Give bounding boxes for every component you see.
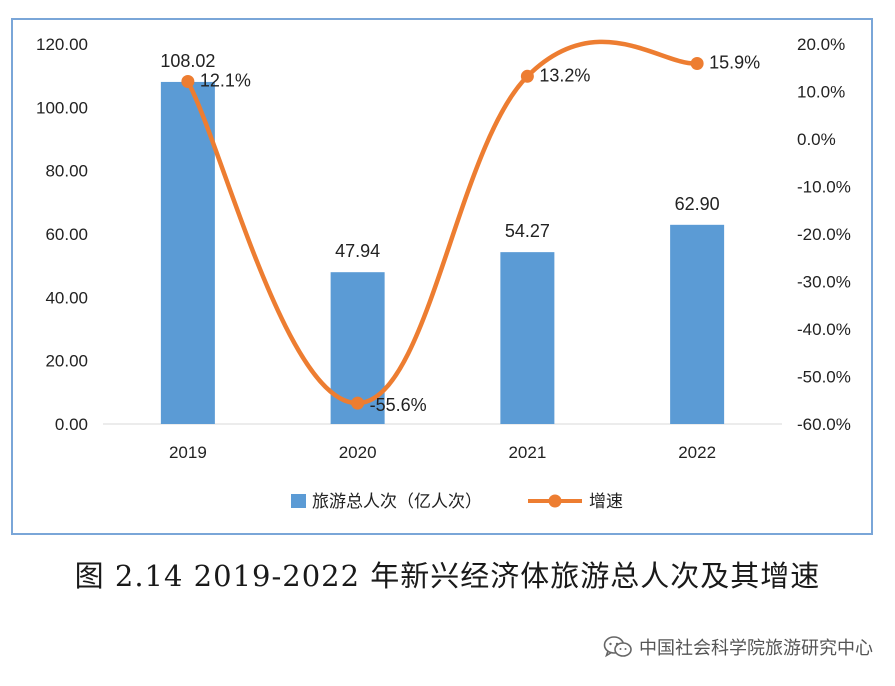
- x-tick-label: 2021: [508, 443, 546, 462]
- right-y-tick-label: 0.0%: [797, 130, 836, 149]
- right-y-tick-label: -10.0%: [797, 178, 851, 197]
- left-y-tick-label: 40.00: [45, 288, 88, 307]
- right-y-tick-label: -40.0%: [797, 320, 851, 339]
- left-y-tick-label: 20.00: [45, 352, 88, 371]
- right-y-tick-label: -60.0%: [797, 415, 851, 434]
- right-y-tick-label: -50.0%: [797, 368, 851, 387]
- chart-frame: [11, 18, 873, 535]
- growth-value-label: 12.1%: [200, 71, 251, 91]
- bar-value-label: 62.90: [675, 194, 720, 214]
- x-tick-label: 2020: [339, 443, 377, 462]
- right-y-tick-label: 10.0%: [797, 83, 845, 102]
- watermark-text: 中国社会科学院旅游研究中心: [639, 638, 873, 659]
- growth-line: [185, 39, 700, 406]
- watermark: 中国社会科学院旅游研究中心: [603, 634, 873, 660]
- left-y-tick-label: 120.00: [36, 35, 88, 54]
- bar-2021: [500, 252, 555, 424]
- combo-chart: 0.00 20.00 40.00 60.00 80.00 100.00 120.00 -60.…: [36, 35, 851, 511]
- bar-2019: [160, 81, 215, 424]
- right-y-tick-label: -20.0%: [797, 225, 851, 244]
- legend-bar-swatch: [291, 494, 306, 508]
- wechat-icon: [603, 636, 632, 658]
- growth-point-2022: [690, 56, 704, 70]
- growth-value-label: 15.9%: [709, 52, 760, 72]
- bar-value-label: 108.02: [160, 51, 215, 71]
- growth-point-2021: [520, 69, 534, 83]
- legend-line-marker: [548, 494, 562, 508]
- right-y-tick-label: 20.0%: [797, 35, 845, 54]
- left-y-tick-label: 0.00: [55, 415, 88, 434]
- x-tick-label: 2019: [169, 443, 207, 462]
- figure-caption: 图 2.14 2019-2022 年新兴经济体旅游总人次及其增速: [74, 559, 821, 593]
- growth-point-2019: [181, 75, 195, 89]
- x-tick-label: 2022: [678, 443, 716, 462]
- bar-value-label: 54.27: [505, 221, 550, 241]
- growth-point-2020: [351, 396, 365, 410]
- left-y-tick-label: 80.00: [45, 162, 88, 181]
- growth-value-label: 13.2%: [539, 65, 590, 85]
- right-y-tick-label: -30.0%: [797, 273, 851, 292]
- bar-value-label: 47.94: [335, 241, 380, 261]
- legend-line-label: 增速: [589, 492, 623, 511]
- left-y-tick-label: 100.00: [36, 98, 88, 117]
- legend-bar-label: 旅游总人次（亿人次）: [312, 492, 482, 511]
- left-y-tick-label: 60.00: [45, 225, 88, 244]
- growth-value-label: -55.6%: [370, 395, 427, 415]
- bar-2022: [670, 224, 725, 424]
